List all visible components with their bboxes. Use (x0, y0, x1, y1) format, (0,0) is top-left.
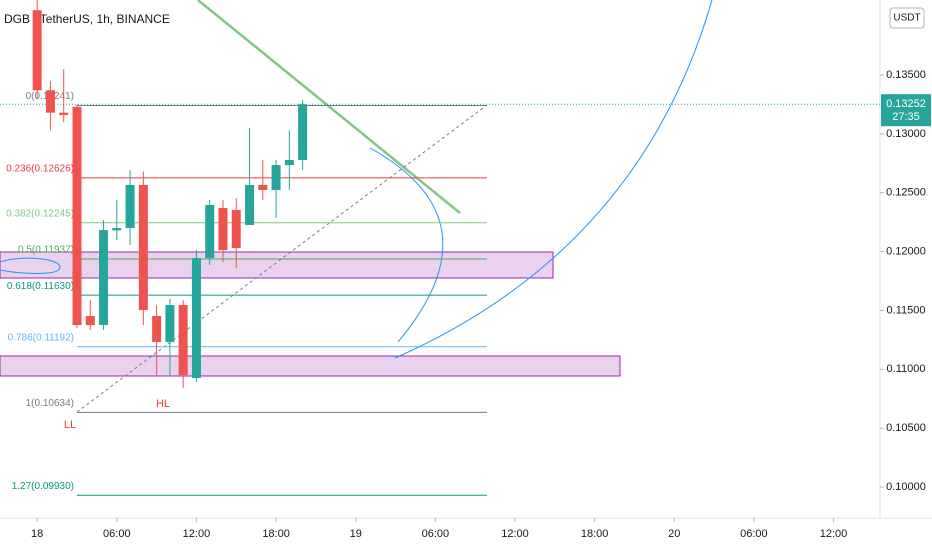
x-tick-label: 06:00 (103, 528, 131, 540)
candle-body (218, 208, 228, 251)
fib-label: 0.236(0.12626) (6, 164, 74, 175)
candle-body (258, 184, 268, 191)
candle-body (191, 258, 201, 379)
zone (0, 355, 621, 377)
x-tick-label: 12:00 (183, 528, 211, 540)
candle-body (298, 104, 308, 160)
candle-body (165, 305, 175, 342)
fib-label: 0.382(0.12245) (6, 208, 74, 219)
arc (369, 147, 444, 343)
candle-body (205, 204, 215, 259)
candle-body (72, 106, 82, 326)
candle-body (152, 315, 162, 342)
candle-body (271, 165, 281, 191)
fib-label: 0.786(0.11192) (8, 332, 74, 343)
candle-body (125, 184, 135, 229)
candle-body (32, 10, 42, 91)
last-price-label: 0.13252 (886, 98, 926, 110)
x-tick-label: 18:00 (581, 528, 609, 540)
fib-label: 0.5(0.11937) (18, 245, 74, 256)
y-tick-label: 0.10500 (886, 422, 926, 434)
zone (0, 251, 554, 279)
x-tick-label: 12:00 (820, 528, 848, 540)
y-tick-label: 0.13000 (886, 128, 926, 140)
candle-body (231, 210, 241, 249)
countdown: 27:35 (892, 111, 920, 123)
candle-body (178, 305, 188, 376)
candle-body (85, 315, 95, 326)
y-tick-label: 0.11000 (887, 363, 926, 375)
drawings (0, 0, 713, 413)
candle-body (45, 90, 55, 113)
candle-body (112, 228, 122, 231)
annotation: HL (156, 398, 170, 410)
x-tick-label: 18:00 (262, 528, 290, 540)
x-tick-label: 19 (350, 528, 362, 540)
arc (394, 0, 713, 359)
fib-label: 0.618(0.11630) (7, 281, 74, 292)
fib-trend (76, 104, 488, 413)
fib-label: 1(0.10634) (26, 398, 74, 409)
y-tick-label: 0.11500 (887, 304, 926, 316)
circle-mark (0, 257, 61, 274)
candle-body (284, 159, 294, 166)
chart-title: DGB / TetherUS, 1h, BINANCE (4, 12, 170, 26)
candle-body (138, 184, 148, 310)
candle-body (245, 184, 255, 225)
x-tick-label: 18 (31, 528, 43, 540)
y-tick-label: 0.12000 (886, 245, 926, 257)
y-tick-label: 0.10000 (886, 481, 926, 493)
x-tick-label: 20 (668, 528, 680, 540)
x-tick-label: 06:00 (422, 528, 450, 540)
y-tick-label: 0.13500 (886, 69, 926, 81)
candle-body (59, 112, 69, 116)
x-tick-label: 12:00 (501, 528, 529, 540)
x-tick-label: 06:00 (740, 528, 768, 540)
candle-body (99, 230, 109, 326)
currency-button[interactable] (889, 7, 925, 29)
last-price-box (881, 94, 931, 127)
annotation: LL (64, 419, 76, 431)
fib-label: 1.27(0.09930) (12, 481, 74, 492)
y-tick-label: 0.12500 (886, 187, 926, 199)
currency[interactable]: USDT (893, 13, 920, 24)
